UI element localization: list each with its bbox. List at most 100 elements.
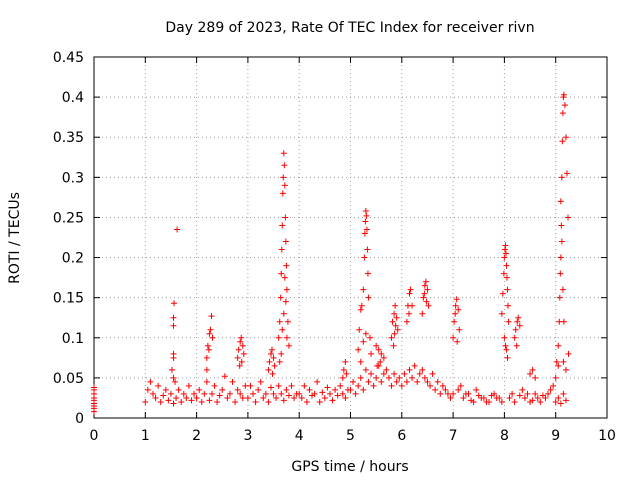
data-point [266,358,273,365]
data-point [368,350,375,357]
data-point [152,394,159,401]
data-point [377,358,384,365]
data-point [424,286,431,293]
data-point [234,386,241,393]
data-point [311,390,318,397]
data-point [216,392,223,399]
data-point [515,314,522,321]
data-point [276,358,283,365]
data-point [283,286,290,293]
data-point [437,390,444,397]
data-point [503,262,510,269]
data-point [203,378,210,385]
data-point [392,322,399,329]
data-point [238,358,245,365]
data-point [358,302,365,309]
chart-title: Day 289 of 2023, Rate Of TEC Index for r… [165,20,534,36]
data-point [234,354,241,361]
data-point [298,394,305,401]
data-point [360,386,367,393]
data-point [432,386,439,393]
data-point [378,350,385,357]
data-point [557,270,564,277]
data-point [547,386,554,393]
data-point [236,362,243,369]
data-point [329,397,336,404]
data-point [555,362,562,369]
data-point [170,314,177,321]
data-point [519,386,526,393]
data-point [502,250,509,257]
data-point [277,294,284,301]
data-point [362,218,369,225]
data-point [407,286,414,293]
data-point [337,382,344,389]
data-point [355,382,362,389]
data-points [91,91,572,415]
data-point [532,390,539,397]
data-point [301,382,308,389]
y-tick-label: 0.05 [53,371,84,387]
data-point [421,374,428,381]
data-point [414,378,421,385]
data-point [165,397,172,404]
data-point [545,390,552,397]
data-point [339,390,346,397]
data-point [321,394,328,401]
x-tick-label: 2 [192,428,201,444]
data-point [144,386,151,393]
data-point [255,386,262,393]
data-point [504,354,511,361]
data-point [365,378,372,385]
data-point [91,402,97,409]
data-point [478,394,485,401]
data-point [364,270,371,277]
data-point [196,386,203,393]
data-point [391,370,398,377]
data-point [393,378,400,385]
data-point [542,394,549,401]
data-point [488,392,495,399]
data-point [232,398,239,405]
data-point [240,350,247,357]
data-point [357,358,364,365]
data-point [360,338,367,345]
data-point [91,394,97,401]
data-point [511,398,518,405]
data-point [170,400,177,407]
data-point [332,386,339,393]
data-point [342,394,349,401]
data-point [421,290,428,297]
data-point [405,310,412,317]
data-point [175,386,182,393]
data-point [280,150,287,157]
y-tick-label: 0.1 [62,331,84,347]
data-point [267,384,274,391]
data-point [280,310,287,317]
data-point [524,390,531,397]
data-point [262,390,269,397]
data-point [444,390,451,397]
data-point [422,278,429,285]
data-point [207,326,214,333]
data-point [555,394,562,401]
data-point [565,214,572,221]
data-point [285,342,292,349]
data-point [278,246,285,253]
data-point [406,290,413,297]
x-axis-label: GPS time / hours [291,459,408,475]
data-point [278,350,285,357]
data-point [516,392,523,399]
y-tick-label: 0 [75,411,84,427]
data-point [204,342,211,349]
data-point [285,392,292,399]
data-point [211,382,218,389]
data-point [170,350,177,357]
data-point [278,390,285,397]
data-point [447,394,454,401]
data-point [398,382,405,389]
data-point [493,394,500,401]
data-point [498,398,505,405]
data-point [170,374,177,381]
